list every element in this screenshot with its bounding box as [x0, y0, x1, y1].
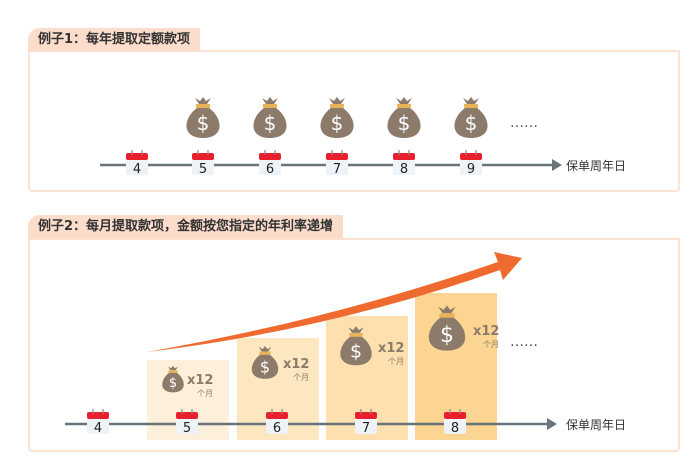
svg-text:$: $ [350, 341, 362, 363]
money-bag-icon: $ [320, 97, 354, 138]
example1-panel [28, 50, 680, 192]
calendar-icon: 4 [126, 150, 148, 177]
day-label: 6 [273, 421, 281, 436]
multiplier-label: x12 [378, 341, 404, 356]
day-label: 4 [133, 162, 141, 177]
calendar-icon: 8 [393, 150, 415, 177]
money-bag-icon: $ [340, 326, 372, 366]
calendar-icon: 7 [326, 150, 348, 177]
svg-text:$: $ [260, 357, 270, 376]
day-label: 4 [94, 421, 102, 436]
svg-text:$: $ [197, 111, 210, 135]
calendar-icon: 7 [355, 409, 377, 436]
calendar-icon: 5 [176, 409, 198, 436]
calendar-icon: 9 [460, 150, 482, 177]
money-bag-icon: $ [253, 97, 287, 138]
calendar-icon: 8 [444, 409, 466, 436]
unit-label: 个月 [388, 357, 404, 366]
calendar-icon: 6 [259, 150, 281, 177]
money-bag-icon: $ [186, 97, 220, 138]
example1-title: 例子1：每年提取定额款项 [28, 28, 201, 52]
day-label: 5 [183, 421, 191, 436]
example1-axis-label: 保单周年日 [566, 159, 627, 173]
money-bag-icon: $ [428, 305, 466, 351]
svg-text:$: $ [331, 111, 344, 135]
svg-text:$: $ [440, 323, 454, 348]
example2-panel [28, 238, 680, 452]
day-label: 8 [400, 162, 408, 177]
calendar-icon: 6 [266, 409, 288, 436]
example2-timeline-arrowhead [547, 418, 557, 430]
money-bag-icon: $ [251, 346, 279, 379]
multiplier-label: x12 [283, 357, 309, 372]
multiplier-label: x12 [473, 324, 499, 339]
unit-label: 个月 [197, 389, 213, 398]
svg-text:$: $ [169, 376, 177, 391]
example2-axis-label: 保单周年日 [566, 418, 627, 432]
day-label: 7 [333, 162, 341, 177]
calendar-icon: 4 [87, 409, 109, 436]
ellipsis: …… [510, 115, 538, 131]
day-label: 5 [199, 162, 207, 177]
example1-timeline-arrowhead [552, 159, 562, 171]
money-bag-icon: $ [387, 97, 421, 138]
day-label: 9 [467, 162, 475, 177]
money-bag-icon: $ [162, 365, 184, 393]
svg-text:$: $ [465, 111, 478, 135]
money-bag-icon: $ [454, 97, 488, 138]
example2-title: 例子2：每月提取款项，金额按您指定的年利率递增 [28, 215, 344, 239]
unit-label: 个月 [483, 340, 499, 349]
multiplier-label: x12 [187, 373, 213, 388]
ellipsis: …… [510, 334, 538, 350]
calendar-icon: 5 [192, 150, 214, 177]
day-label: 8 [451, 421, 459, 436]
unit-label: 个月 [293, 373, 309, 382]
svg-text:$: $ [264, 111, 277, 135]
day-label: 6 [266, 162, 274, 177]
svg-text:$: $ [398, 111, 411, 135]
day-label: 7 [362, 421, 370, 436]
